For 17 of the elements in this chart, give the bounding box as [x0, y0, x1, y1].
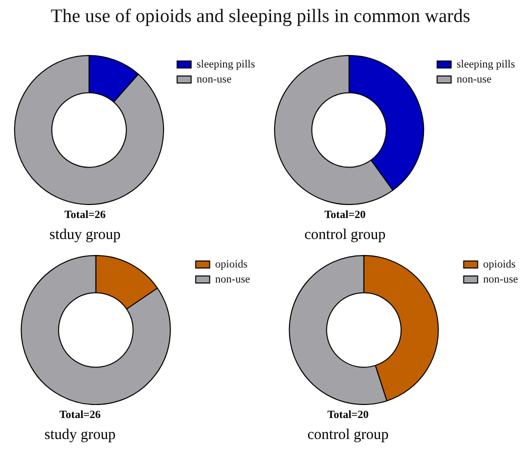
text: Total=26 — [58, 409, 102, 421]
text: Total=20 — [326, 409, 370, 421]
legend-label: sleeping pills — [196, 58, 255, 70]
text: stduy group — [48, 227, 122, 244]
text: Total=26 — [63, 209, 107, 221]
legend-label: sleeping pills — [456, 58, 515, 70]
legend-label: opioids — [483, 258, 516, 270]
chart-title: The use of opioids and sleeping pills in common wards — [50, 6, 472, 28]
text: Total=20 — [323, 209, 367, 221]
legend-label: non-use — [215, 273, 250, 286]
legend-label: opioids — [215, 258, 248, 270]
legend-label: non-use — [196, 73, 232, 86]
legend-label: non-use — [456, 73, 492, 86]
text: control group — [303, 227, 387, 244]
text: study group — [43, 427, 117, 444]
text: control group — [306, 427, 390, 444]
legend-label: non-use — [483, 273, 518, 286]
